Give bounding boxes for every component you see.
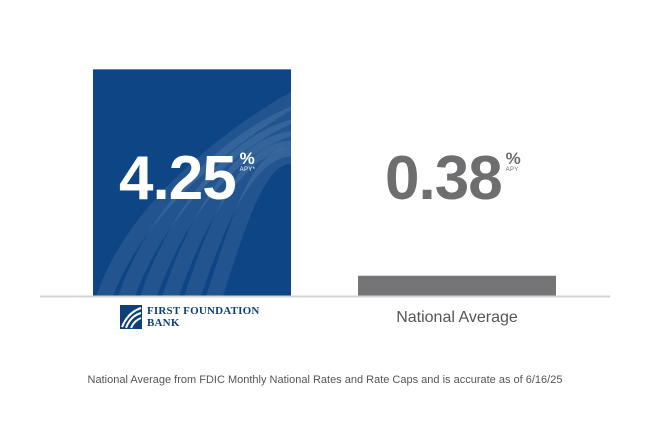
bar-swoosh-pattern (96, 91, 291, 297)
apy-label: APY* (239, 167, 256, 173)
logo-line-2: BANK (147, 317, 180, 329)
footnote: National Average from FDIC Monthly Natio… (87, 374, 563, 386)
value-label-national-average: 0.38 % APY (385, 148, 521, 210)
percent-sign: % (505, 149, 521, 168)
bar-0 (93, 69, 291, 296)
bar-1 (358, 275, 556, 296)
apy-label: APY (505, 167, 519, 173)
value-number: 4.25 (119, 144, 237, 213)
category-label-national-average: National Average (396, 309, 518, 326)
value-number: 0.38 (385, 144, 503, 213)
percent-sign: % (239, 149, 255, 168)
logo-line-1: FIRST FOUNDATION (147, 305, 260, 317)
first-foundation-bank-logo: FIRST FOUNDATION BANK (120, 302, 270, 332)
value-label-first-foundation: 4.25 % APY* (119, 148, 255, 210)
swoosh-logo-icon (120, 305, 142, 329)
